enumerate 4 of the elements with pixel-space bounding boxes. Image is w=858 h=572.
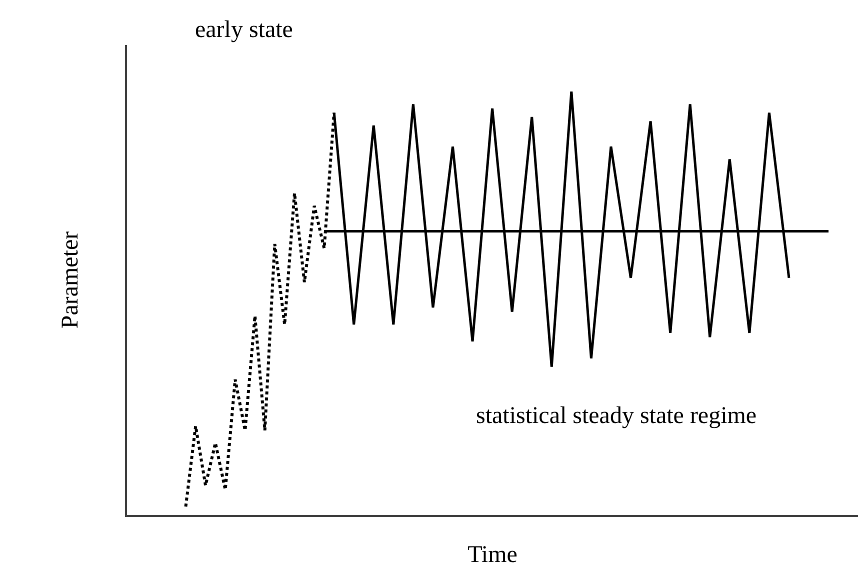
x-axis-title: Time (468, 542, 518, 568)
annotation: statistical steady state regime (476, 403, 757, 429)
text: early state (195, 17, 293, 43)
y-axis-title: Parameter (58, 231, 84, 329)
